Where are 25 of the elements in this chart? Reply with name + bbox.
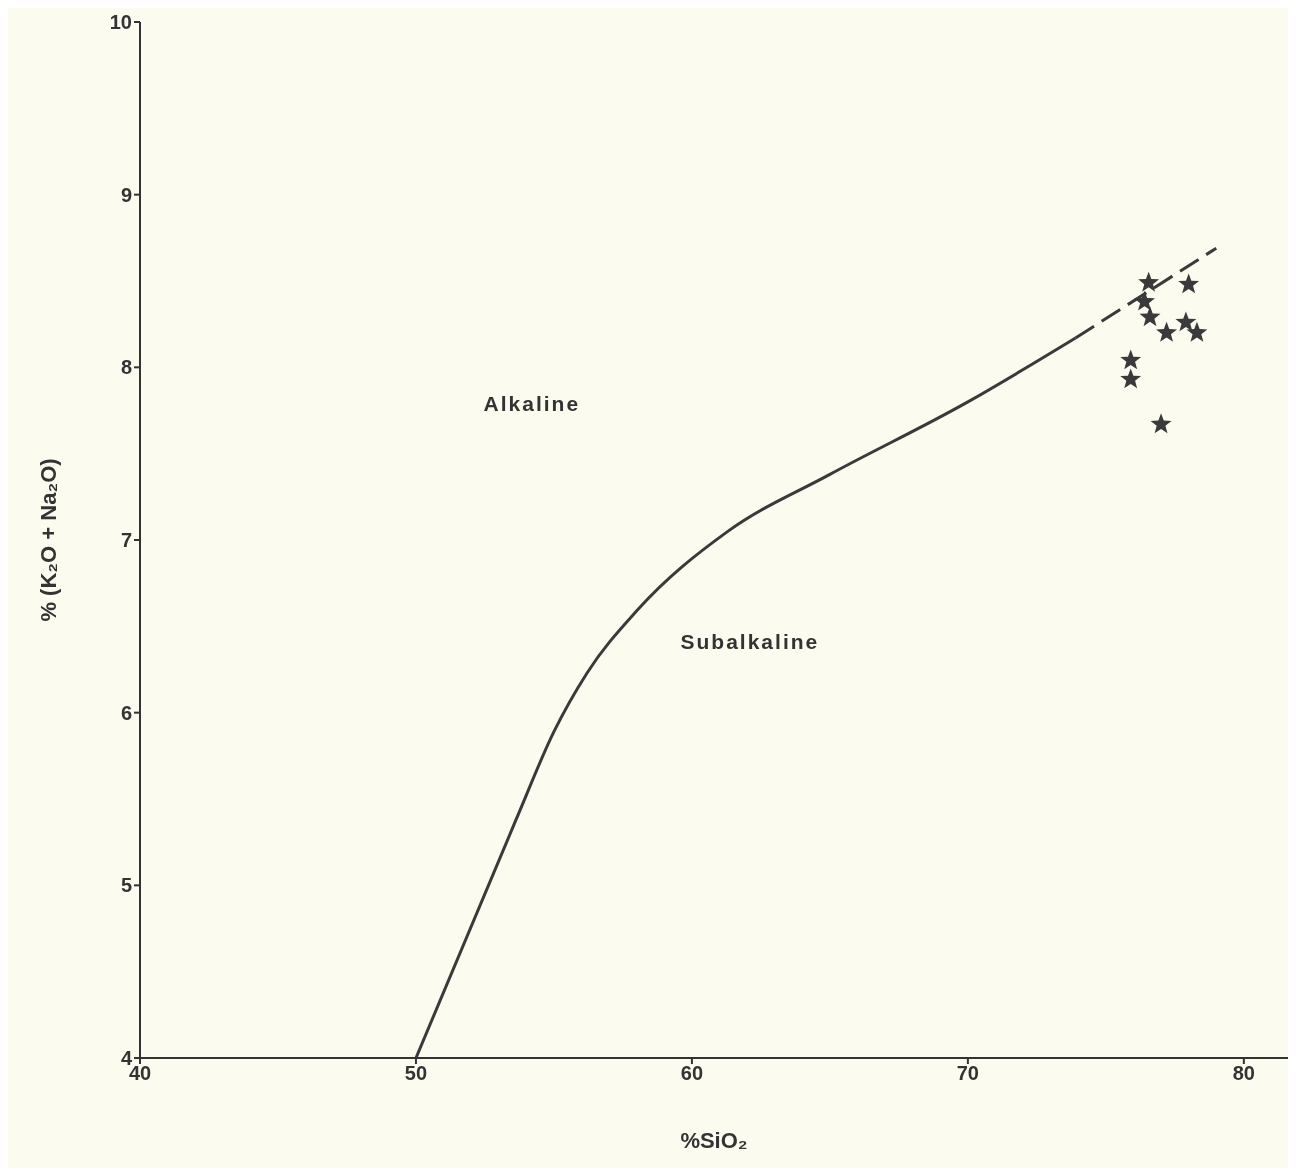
point [1120,368,1142,389]
y-tick-label: 6 [120,701,132,724]
y-tick-label: 8 [120,356,132,379]
point [1186,321,1208,342]
y-tick-label: 10 [109,11,132,34]
annotation: Subalkaline [680,630,820,654]
x-tick-label: 80 [1232,1062,1255,1085]
x-tick-label: 50 [404,1062,428,1085]
y-tick-label: 5 [120,874,132,897]
y-tick-label: 7 [120,529,132,552]
y-axis-title: % (K₂O + Na₂O) [35,458,61,622]
x-tick-label: 70 [956,1062,980,1085]
x-tick-label: 60 [680,1062,704,1085]
point [1120,349,1142,370]
point [1150,413,1172,434]
point [1134,290,1155,311]
point [1178,273,1200,294]
y-tick-label: 9 [120,183,132,206]
point [1138,271,1160,292]
y-tick-label: 4 [120,1047,133,1070]
x-axis-title: %SiO₂ [680,1128,748,1153]
point [1139,306,1161,327]
point [1156,321,1178,342]
point [1175,311,1197,332]
annotation: Alkaline [483,391,581,415]
